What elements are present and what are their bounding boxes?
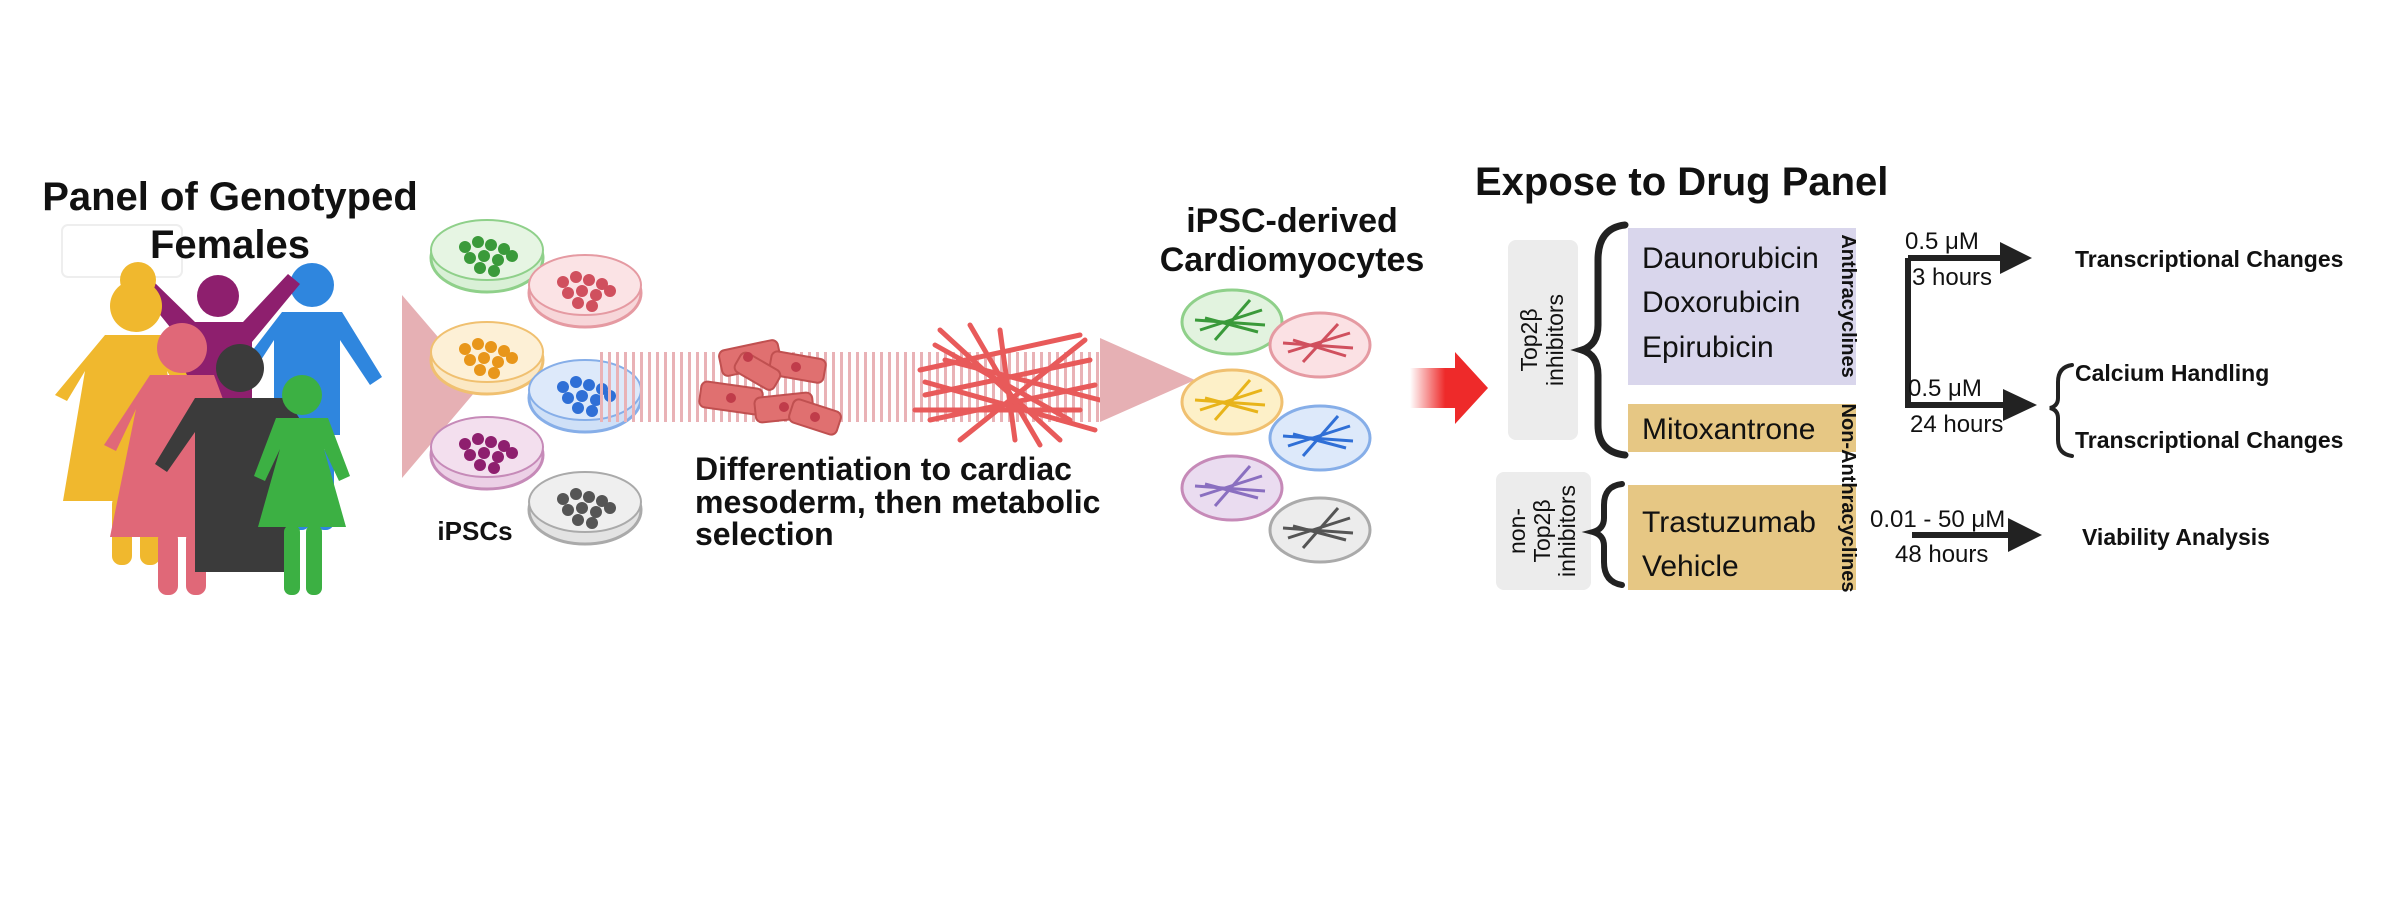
ipsc-label: iPSCs <box>437 516 512 546</box>
anthracyclines-label: Anthracyclines <box>1837 234 1859 377</box>
dish-gray-icon <box>527 471 643 546</box>
drug-trastuzumab: Trastuzumab <box>1642 506 1816 539</box>
arrow3-time: 48 hours <box>1895 541 1988 568</box>
anthracycline-box <box>1628 228 1856 385</box>
arrow3-result: Viability Analysis <box>2082 524 2270 550</box>
top2b-label: Top2β inhibitors <box>1516 294 1568 386</box>
cm-dish-green-icon <box>1180 288 1284 356</box>
funnel-arrow-right <box>1100 338 1195 422</box>
dish-orange-icon <box>429 321 545 396</box>
drug-exposure-arrow <box>1410 352 1488 424</box>
arrow1-result: Transcriptional Changes <box>2075 246 2343 272</box>
cm-dish-purple-icon <box>1180 454 1284 522</box>
funnel-arrow-left <box>402 295 480 478</box>
outcome2-brace <box>2049 363 2074 458</box>
cardiomyocytes-title-line2: Cardiomyocytes <box>1160 241 1425 279</box>
cm-dish-blue-icon <box>1268 404 1372 472</box>
cells-icon <box>698 339 842 436</box>
drug-mitoxantrone: Mitoxantrone <box>1642 413 1815 446</box>
cardiomyocytes-title-line1: iPSC-derived <box>1186 202 1398 240</box>
arrow2-dose: 0.5 μM <box>1908 375 1982 402</box>
drug-epirubicin: Epirubicin <box>1642 331 1774 364</box>
cardiomyocyte-dishes <box>1180 288 1372 564</box>
cm-dish-yellow-icon <box>1180 368 1284 436</box>
dish-green-icon <box>429 219 545 294</box>
outcome-arrows <box>1905 242 2042 552</box>
top2b-group-box <box>1508 240 1578 440</box>
non-top2b-brace <box>1581 481 1625 588</box>
arrow2-result2: Transcriptional Changes <box>2075 427 2343 453</box>
arrow3-dose: 0.01 - 50 μM <box>1870 506 2005 533</box>
non-top2b-drug-box <box>1628 485 1856 590</box>
cm-dish-gray-icon <box>1268 496 1372 564</box>
panel-title-line1: Panel of Genotyped <box>42 175 418 219</box>
top2b-brace <box>1570 221 1629 459</box>
drug-daunorubicin: Daunorubicin <box>1642 242 1819 275</box>
mitoxantrone-box <box>1628 404 1856 452</box>
top2b-label-line1: Top2β <box>1516 308 1542 371</box>
drug-vehicle: Vehicle <box>1642 550 1739 583</box>
top2b-label-line2: inhibitors <box>1542 294 1568 386</box>
people-group-icon <box>55 224 382 595</box>
non-top2b-label: non- Top2β inhibitors <box>1504 485 1580 577</box>
differentiation-line1: Differentiation to cardiac <box>695 451 1072 487</box>
arrow1-time: 3 hours <box>1912 264 1992 291</box>
non-top2b-label-line3: inhibitors <box>1554 485 1580 577</box>
non-top2b-group-box <box>1496 472 1591 590</box>
non-anthracyclines-label: Non-Anthracyclines <box>1837 404 1859 593</box>
cardiomyocyte-fibers-icon <box>912 322 1103 448</box>
arrow2-result1: Calcium Handling <box>2075 360 2269 386</box>
arrow2-time: 24 hours <box>1910 411 2003 438</box>
non-top2b-label-line2: Top2β <box>1529 499 1555 562</box>
differentiation-line3: selection <box>695 516 834 552</box>
panel-title-line2: Females <box>150 223 310 267</box>
dish-purple-icon <box>429 416 545 491</box>
non-top2b-label-line1: non- <box>1504 508 1530 554</box>
dish-red-icon <box>527 254 643 329</box>
drug-panel-title: Expose to Drug Panel <box>1475 160 1888 204</box>
differentiation-line2: mesoderm, then metabolic <box>695 484 1100 520</box>
cm-dish-red-icon <box>1268 311 1372 379</box>
arrow1-dose: 0.5 μM <box>1905 228 1979 255</box>
drug-doxorubicin: Doxorubicin <box>1642 286 1800 319</box>
